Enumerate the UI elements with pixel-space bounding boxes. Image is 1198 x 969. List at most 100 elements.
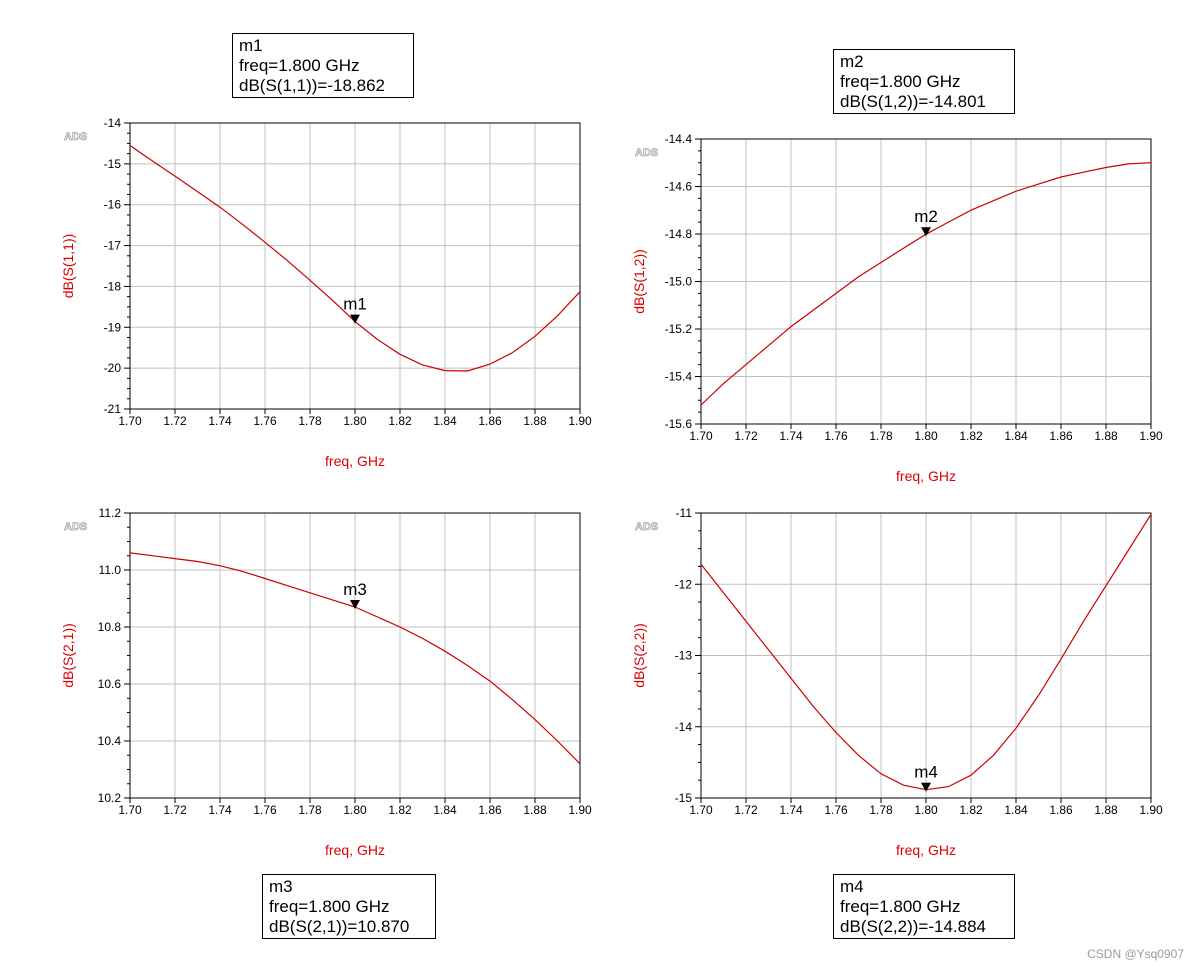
marker-triangle xyxy=(350,314,360,324)
readout-name: m1 xyxy=(239,36,263,55)
y-tick-label: -15 xyxy=(675,791,693,805)
readout-name: m3 xyxy=(269,877,293,896)
y-tick-label: -14.4 xyxy=(665,132,693,146)
y-tick-label: 10.8 xyxy=(98,620,122,634)
x-tick-label: 1.70 xyxy=(118,414,142,428)
x-tick-label: 1.82 xyxy=(959,429,983,443)
readout-value: dB(S(2,2))=-14.884 xyxy=(840,917,986,936)
x-tick-label: 1.74 xyxy=(779,803,803,817)
readout-name: m2 xyxy=(840,52,864,71)
x-tick-label: 1.72 xyxy=(163,414,187,428)
y-tick-label: -15.6 xyxy=(665,417,693,431)
x-tick-label: 1.74 xyxy=(779,429,803,443)
marker-label: m4 xyxy=(914,763,938,782)
y-tick-label: -14.6 xyxy=(665,180,693,194)
x-tick-label: 1.84 xyxy=(1004,803,1028,817)
x-tick-label: 1.82 xyxy=(959,803,983,817)
x-axis-title: freq, GHz xyxy=(896,842,956,858)
x-tick-label: 1.78 xyxy=(298,803,322,817)
x-tick-label: 1.86 xyxy=(478,803,502,817)
x-tick-label: 1.88 xyxy=(523,414,547,428)
readout-value: dB(S(1,2))=-14.801 xyxy=(840,92,986,111)
x-axis-title: freq, GHz xyxy=(325,842,385,858)
y-tick-label: 10.4 xyxy=(98,734,122,748)
readout-freq: freq=1.800 GHz xyxy=(269,897,390,916)
plot-frame xyxy=(129,122,581,410)
x-tick-label: 1.90 xyxy=(1139,429,1163,443)
x-tick-label: 1.82 xyxy=(388,414,412,428)
marker-readout-m4: m4 freq=1.800 GHz dB(S(2,2))=-14.884 xyxy=(833,874,1015,939)
x-tick-label: 1.76 xyxy=(824,429,848,443)
marker-triangle xyxy=(350,600,360,610)
x-tick-label: 1.76 xyxy=(253,414,277,428)
x-tick-label: 1.84 xyxy=(1004,429,1028,443)
y-tick-label: -11 xyxy=(676,506,693,520)
x-tick-label: 1.72 xyxy=(734,803,758,817)
readout-freq: freq=1.800 GHz xyxy=(840,897,961,916)
y-tick-label: -15 xyxy=(104,157,122,171)
readout-value: dB(S(2,1))=10.870 xyxy=(269,917,410,936)
x-tick-label: 1.82 xyxy=(388,803,412,817)
marker-readout-m1: m1 freq=1.800 GHz dB(S(1,1))=-18.862 xyxy=(232,33,414,98)
marker-triangle xyxy=(921,227,931,237)
y-tick-label: -15.2 xyxy=(665,322,693,336)
x-tick-label: 1.86 xyxy=(1049,429,1073,443)
x-tick-label: 1.70 xyxy=(689,803,713,817)
marker-triangle xyxy=(921,782,931,792)
ads-badge: ADS xyxy=(64,131,87,143)
y-tick-label: -16 xyxy=(104,198,122,212)
x-tick-label: 1.88 xyxy=(1094,803,1118,817)
y-tick-label: -14.8 xyxy=(665,227,693,241)
y-tick-label: -17 xyxy=(104,239,122,253)
x-tick-label: 1.80 xyxy=(343,414,367,428)
y-tick-label: -19 xyxy=(104,320,122,334)
x-tick-label: 1.74 xyxy=(208,414,232,428)
marker-label: m2 xyxy=(914,207,938,226)
x-tick-label: 1.72 xyxy=(734,429,758,443)
y-tick-label: -18 xyxy=(104,279,122,293)
y-tick-label: -20 xyxy=(104,361,122,375)
x-tick-label: 1.80 xyxy=(914,429,938,443)
ads-badge: ADS xyxy=(635,147,658,159)
x-tick-label: 1.80 xyxy=(914,803,938,817)
y-axis-title: dB(S(2,2)) xyxy=(631,623,647,688)
readout-value: dB(S(1,1))=-18.862 xyxy=(239,76,385,95)
x-tick-label: 1.80 xyxy=(343,803,367,817)
y-tick-label: -15.0 xyxy=(665,275,693,289)
y-tick-label: -13 xyxy=(675,649,693,663)
x-tick-label: 1.86 xyxy=(478,414,502,428)
x-tick-label: 1.78 xyxy=(298,414,322,428)
plot-m2: 1.70 1.72 1.74 1.76 1.78 1.80 1.82 1.84 1.86 1.88… xyxy=(631,132,1163,484)
x-tick-label: 1.84 xyxy=(433,803,457,817)
y-tick-label: -12 xyxy=(675,577,693,591)
marker-readout-m2: m2 freq=1.800 GHz dB(S(1,2))=-14.801 xyxy=(833,49,1015,114)
x-tick-label: 1.72 xyxy=(163,803,187,817)
x-axis-title: freq, GHz xyxy=(325,453,385,469)
plot-frame xyxy=(700,138,1152,425)
x-tick-label: 1.88 xyxy=(523,803,547,817)
readout-name: m4 xyxy=(840,877,864,896)
plot-m4: 1.70 1.72 1.74 1.76 1.78 1.80 1.82 1.84 1.86 1.88… xyxy=(631,506,1163,858)
x-tick-label: 1.86 xyxy=(1049,803,1073,817)
x-tick-label: 1.90 xyxy=(568,414,592,428)
x-tick-label: 1.78 xyxy=(869,429,893,443)
y-tick-label: -14 xyxy=(675,720,693,734)
ads-badge: ADS xyxy=(635,521,658,533)
plot-m3: 1.70 1.72 1.74 1.76 1.78 1.80 1.82 1.84 1.86 1.88… xyxy=(60,506,592,858)
watermark: CSDN @Ysq0907 xyxy=(1087,947,1184,961)
y-tick-label: 10.6 xyxy=(98,677,122,691)
y-axis-title: dB(S(1,1)) xyxy=(60,234,76,299)
x-tick-label: 1.90 xyxy=(568,803,592,817)
x-tick-label: 1.76 xyxy=(824,803,848,817)
x-tick-label: 1.70 xyxy=(118,803,142,817)
x-tick-label: 1.70 xyxy=(689,429,713,443)
x-tick-label: 1.74 xyxy=(208,803,232,817)
readout-freq: freq=1.800 GHz xyxy=(840,72,961,91)
readout-freq: freq=1.800 GHz xyxy=(239,56,360,75)
y-tick-label: 11.2 xyxy=(99,506,122,520)
x-tick-label: 1.78 xyxy=(869,803,893,817)
y-tick-label: 10.2 xyxy=(98,791,122,805)
plot-frame xyxy=(700,512,1152,799)
ads-badge: ADS xyxy=(64,521,87,533)
